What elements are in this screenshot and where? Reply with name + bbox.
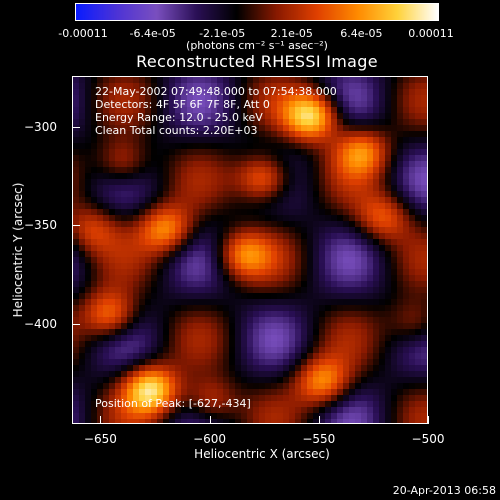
y-axis-label: Heliocentric Y (arcsec) — [11, 182, 25, 318]
info-clean-counts: Clean Total counts: 2.20E+03 — [95, 124, 258, 137]
x-axis-label: Heliocentric X (arcsec) — [194, 447, 330, 461]
info-energy-range: Energy Range: 12.0 - 25.0 keV — [95, 111, 263, 124]
x-tick-label: −600 — [193, 432, 227, 446]
y-tick-label: −400 — [24, 316, 57, 331]
info-time-range: 22-May-2002 07:49:48.000 to 07:54:38.000 — [95, 85, 337, 98]
colorbar-tick-label: 6.4e-05 — [340, 27, 383, 40]
y-tick-label: −350 — [24, 218, 57, 233]
y-tick-mark — [72, 323, 80, 325]
x-tick-mark — [209, 416, 211, 424]
peak-position-label: Position of Peak: [-627,-434] — [95, 397, 251, 410]
timestamp: 20-Apr-2013 06:58 — [392, 484, 496, 497]
x-tick-label: −500 — [411, 432, 445, 446]
colorbar-tick-label: -2.1e-05 — [199, 27, 246, 40]
colorbar-tick-label: -6.4e-05 — [129, 27, 176, 40]
plot-area: 22-May-2002 07:49:48.000 to 07:54:38.000… — [72, 76, 428, 424]
x-tick-label: −650 — [83, 432, 117, 446]
colorbar — [75, 3, 439, 21]
colorbar-units: (photons cm⁻² s⁻¹ asec⁻²) — [186, 39, 328, 52]
chart-title: Reconstructed RHESSI Image — [136, 52, 378, 71]
y-tick-label: −300 — [24, 120, 57, 135]
x-tick-label: −550 — [302, 432, 336, 446]
x-tick-mark — [100, 416, 102, 424]
heatmap-image — [73, 77, 427, 423]
y-tick-mark — [72, 127, 80, 129]
colorbar-tick-label: -0.00011 — [58, 27, 108, 40]
colorbar-tick-label: 2.1e-05 — [270, 27, 313, 40]
x-tick-mark — [318, 416, 320, 424]
colorbar-tick-label: 0.00011 — [408, 27, 454, 40]
y-tick-mark — [72, 225, 80, 227]
x-tick-mark — [428, 416, 429, 424]
info-detectors: Detectors: 4F 5F 6F 7F 8F, Att 0 — [95, 98, 270, 111]
